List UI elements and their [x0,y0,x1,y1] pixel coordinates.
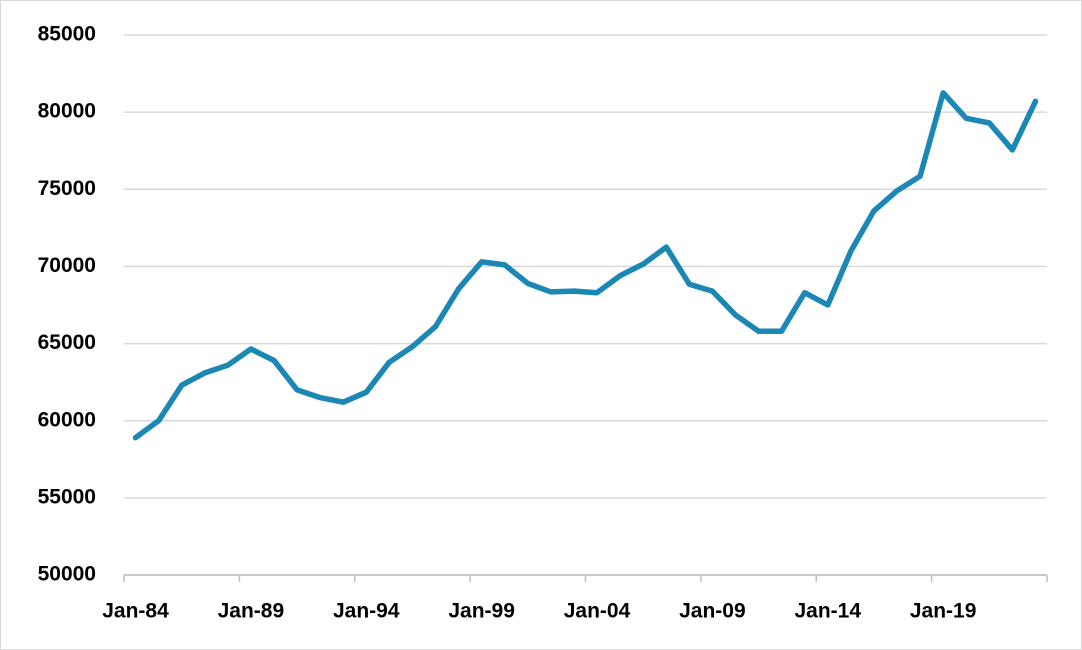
x-tick-label: Jan-84 [102,600,169,623]
x-tick-label: Jan-04 [564,600,631,623]
y-tick-label: 85000 [38,23,96,46]
x-tick-label: Jan-19 [910,600,977,623]
y-tick-label: 50000 [38,563,96,586]
x-tick-label: Jan-99 [448,600,515,623]
x-tick-label: Jan-14 [795,600,862,623]
x-tick-label: Jan-94 [333,600,400,623]
y-tick-label: 80000 [38,100,96,123]
y-tick-label: 60000 [38,408,96,431]
y-tick-label: 75000 [38,177,96,200]
y-tick-label: 55000 [38,485,96,508]
data-line [132,90,1039,441]
x-tick-label: Jan-89 [218,600,285,623]
y-tick-label: 65000 [38,331,96,354]
y-tick-label: 70000 [38,254,96,277]
x-tick-label: Jan-09 [679,600,746,623]
